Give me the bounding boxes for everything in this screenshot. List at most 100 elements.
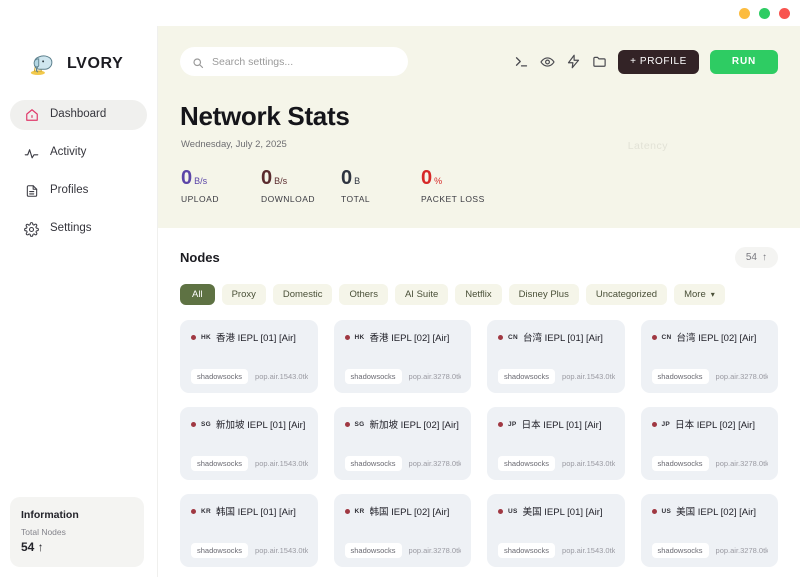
status-dot-icon <box>651 421 657 427</box>
node-country-code: HK <box>354 333 365 341</box>
node-country-code: SG <box>201 420 211 428</box>
node-country-code: US <box>508 507 518 515</box>
node-card[interactable]: JP 日本 IEPL [02] [Air] shadowsocks pop.air.3… <box>640 407 778 480</box>
filter-tab-others[interactable]: Others <box>339 284 388 305</box>
status-dot-icon <box>191 421 196 427</box>
status-dot-icon <box>191 334 196 340</box>
sidebar-item-activity[interactable]: Activity <box>10 138 147 168</box>
node-card-footer: shadowsocks pop.air.3278.0tk... <box>344 543 461 558</box>
node-name: 美国 IEPL [01] [Air] <box>522 507 603 518</box>
node-name: 香港 IEPL [02] [Air] <box>369 333 450 344</box>
stat-value: 0 <box>421 167 433 189</box>
terminal-icon[interactable] <box>514 54 529 69</box>
node-count-badge[interactable]: 54 ↑ <box>734 247 778 268</box>
node-protocol-badge: shadowsocks <box>344 369 402 384</box>
node-address: pop.air.1543.0tk... <box>562 372 615 381</box>
run-button[interactable]: RUN <box>709 49 778 74</box>
node-card-footer: shadowsocks pop.air.1543.0tk... <box>498 543 615 558</box>
node-card-header: JP 日本 IEPL [02] [Air] <box>651 417 769 431</box>
page-date: Wednesday, July 2, 2025 <box>181 139 287 150</box>
node-name: 美国 IEPL [02] [Air] <box>676 507 757 518</box>
node-card[interactable]: KR 韩国 IEPL [01] [Air] shadowsocks pop.air.1… <box>180 494 318 567</box>
node-filter-tabs: All Proxy Domestic Others AI Suite Netfl… <box>180 284 778 305</box>
window-maximize-button[interactable] <box>759 7 770 19</box>
filter-tab-more[interactable]: More ▾ <box>674 284 725 305</box>
brand: LVORY <box>0 26 157 78</box>
stat-label: TOTAL <box>341 194 371 204</box>
filter-tab-domestic[interactable]: Domestic <box>272 284 333 305</box>
node-protocol-badge: shadowsocks <box>651 456 709 471</box>
node-protocol-badge: shadowsocks <box>344 543 402 558</box>
filter-tab-proxy[interactable]: Proxy <box>221 284 266 305</box>
sidebar-item-label: Dashboard <box>50 108 107 121</box>
stat-unit: B/s <box>274 176 288 186</box>
sidebar-item-profiles[interactable]: Profiles <box>10 176 147 206</box>
search-placeholder: Search settings... <box>212 55 294 68</box>
status-dot-icon <box>651 334 657 340</box>
node-address: pop.air.1543.0tk... <box>255 546 308 555</box>
node-country-code: SG <box>354 420 365 428</box>
filter-tab-all[interactable]: All <box>180 284 215 305</box>
node-name: 日本 IEPL [02] [Air] <box>675 420 755 431</box>
node-card[interactable]: HK 香港 IEPL [01] [Air] shadowsocks pop.air.1… <box>180 320 318 393</box>
sidebar-item-dashboard[interactable]: Dashboard <box>10 100 147 130</box>
node-name: 新加坡 IEPL [02] [Air] <box>369 420 459 431</box>
search-input[interactable]: Search settings... <box>180 47 408 76</box>
stat-packet-loss: 0 % PACKET LOSS <box>421 168 501 204</box>
add-profile-button[interactable]: + PROFILE <box>618 49 699 74</box>
node-address: pop.air.1543.0tk... <box>255 459 308 468</box>
information-title: Information <box>21 509 79 521</box>
node-name: 韩国 IEPL [01] [Air] <box>216 507 296 518</box>
node-card-header: SG 新加坡 IEPL [02] [Air] <box>344 417 462 431</box>
filter-tab-uncategorized[interactable]: Uncategorized <box>585 284 668 305</box>
node-protocol-badge: shadowsocks <box>344 456 402 471</box>
elephant-logo-icon <box>30 50 58 78</box>
node-card[interactable]: KR 韩国 IEPL [02] [Air] shadowsocks pop.air.3… <box>333 494 471 567</box>
nodes-section: Nodes 54 ↑ All Proxy Domestic Others AI … <box>158 247 800 567</box>
lightning-icon[interactable] <box>566 54 581 69</box>
eye-icon[interactable] <box>540 54 555 69</box>
window-minimize-button[interactable] <box>739 7 750 19</box>
document-icon <box>24 184 39 199</box>
node-card-header: CN 台湾 IEPL [01] [Air] <box>498 330 615 344</box>
window-close-button[interactable] <box>779 7 790 19</box>
node-card-footer: shadowsocks pop.air.1543.0tk... <box>191 456 308 471</box>
filter-tab-ai-suite[interactable]: AI Suite <box>394 284 449 305</box>
arrow-up-icon: ↑ <box>762 252 767 263</box>
stat-unit: B/s <box>194 176 208 186</box>
stat-total: 0 B TOTAL <box>341 168 421 204</box>
node-card-header: US 美国 IEPL [01] [Air] <box>498 504 615 518</box>
gear-icon <box>24 221 39 237</box>
folder-icon[interactable] <box>592 54 607 69</box>
node-address: pop.air.1543.0tk... <box>562 459 615 468</box>
filter-tab-more-label: More <box>684 289 706 300</box>
node-grid: HK 香港 IEPL [01] [Air] shadowsocks pop.air.1… <box>180 320 778 567</box>
node-card[interactable]: CN 台湾 IEPL [01] [Air] shadowsocks pop.air.1… <box>487 320 625 393</box>
hero-actions: + PROFILE RUN <box>514 49 778 74</box>
node-country-code: HK <box>201 333 211 341</box>
node-card[interactable]: SG 新加坡 IEPL [02] [Air] shadowsocks pop.air.… <box>333 407 471 480</box>
stat-upload: 0 B/s UPLOAD <box>181 168 261 204</box>
node-country-code: US <box>661 507 672 515</box>
node-card[interactable]: SG 新加坡 IEPL [01] [Air] shadowsocks pop.air.… <box>180 407 318 480</box>
sidebar-item-label: Settings <box>50 222 92 235</box>
node-address: pop.air.3278.0tk... <box>408 546 461 555</box>
nodes-header: Nodes 54 ↑ <box>180 247 778 268</box>
main-content: Search settings... <box>158 26 800 577</box>
filter-tab-disney-plus[interactable]: Disney Plus <box>508 284 579 305</box>
filter-tab-netflix[interactable]: Netflix <box>455 284 502 305</box>
stat-value: 0 <box>341 167 353 189</box>
node-card-footer: shadowsocks pop.air.3278.0tk... <box>651 543 768 558</box>
sidebar-item-settings[interactable]: Settings <box>10 214 147 244</box>
status-dot-icon <box>344 421 350 427</box>
node-card[interactable]: US 美国 IEPL [01] [Air] shadowsocks pop.air.1… <box>487 494 625 567</box>
status-dot-icon <box>498 334 503 340</box>
node-card[interactable]: US 美国 IEPL [02] [Air] shadowsocks pop.air.3… <box>640 494 778 567</box>
node-card[interactable]: HK 香港 IEPL [02] [Air] shadowsocks pop.air.3… <box>333 320 471 393</box>
sidebar: LVORY Dashboard Activity <box>0 26 158 577</box>
network-stats: 0 B/s UPLOAD 0 B/s DOWNLOAD 0 B <box>181 168 800 204</box>
node-card[interactable]: JP 日本 IEPL [01] [Air] shadowsocks pop.air.1… <box>487 407 625 480</box>
node-card-footer: shadowsocks pop.air.1543.0tk... <box>498 456 615 471</box>
stat-value: 0 <box>181 167 193 189</box>
node-card[interactable]: CN 台湾 IEPL [02] [Air] shadowsocks pop.air.3… <box>640 320 778 393</box>
